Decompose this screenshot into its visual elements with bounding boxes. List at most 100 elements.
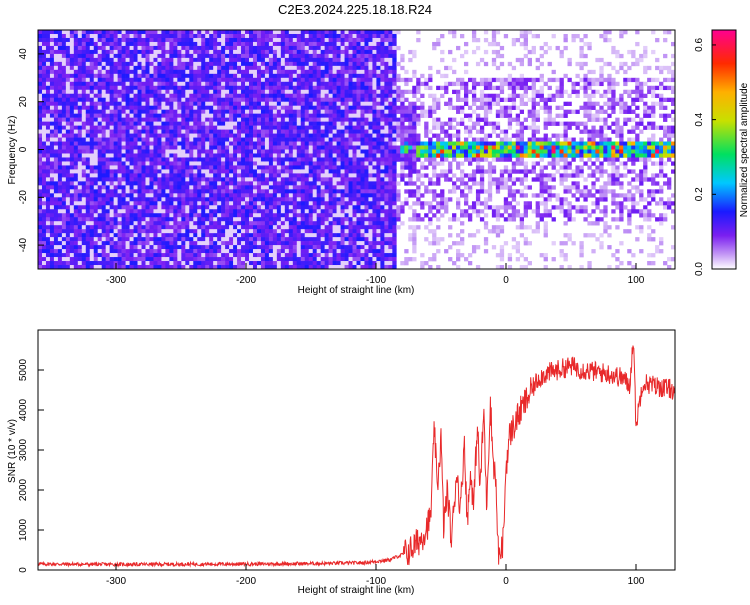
spectrogram-cell [149, 141, 154, 146]
spectrogram-cell [73, 253, 79, 258]
spectrogram-cell [101, 37, 106, 43]
spectrogram-cell [344, 93, 349, 99]
spectrogram-cell [193, 141, 198, 146]
spectrogram-cell [209, 141, 214, 146]
spectrogram-cell [340, 45, 345, 51]
spectrogram-cell [113, 41, 118, 47]
spectrogram-cell [193, 257, 198, 262]
spectrogram-cell [328, 97, 333, 102]
spectrogram-cell [69, 113, 75, 118]
spectrogram-cell [189, 113, 194, 118]
spectrogram-cell [252, 193, 258, 198]
spectrogram-cell [153, 97, 158, 102]
spectrogram-cell [189, 53, 194, 59]
spectrogram-cell [161, 217, 166, 222]
spectrogram-cell [284, 153, 290, 158]
spectrogram-cell [177, 141, 182, 146]
spectrogram-cell [161, 81, 166, 87]
spectrogram-cell [117, 33, 122, 39]
spectrogram-cell [201, 161, 206, 166]
spectrogram-cell [312, 221, 317, 226]
spectrogram-cell [61, 237, 67, 242]
spectrogram-cell [344, 189, 349, 194]
spectrogram-cell [93, 185, 99, 190]
spectrogram-cell [45, 89, 51, 95]
spectrogram-cell [105, 49, 110, 55]
spectrogram-cell [364, 81, 369, 87]
spectrogram-cell [113, 189, 118, 194]
spectrogram-cell [161, 209, 166, 214]
figure-title: C2E3.2024.225.18.18.R24 [278, 2, 432, 17]
spectrogram-cell [344, 241, 349, 246]
spectrogram-cell [312, 85, 317, 91]
spectrogram-cell [197, 93, 202, 99]
spectrogram-cell [38, 145, 43, 150]
spectrogram-cell [61, 129, 67, 134]
spectrogram-cell [161, 77, 166, 83]
spectrogram-cell [312, 257, 317, 262]
spectrogram-cell [81, 30, 87, 35]
spectrogram-cell [324, 109, 329, 114]
spectrogram-cell [173, 197, 178, 202]
spectrogram-cell [69, 137, 75, 142]
spectrogram-cell [292, 61, 298, 67]
spectrogram-cell [328, 121, 333, 126]
spectrogram-cell [292, 217, 298, 222]
spectrogram-cell [137, 133, 142, 138]
spectrogram-cell [157, 201, 162, 206]
spectrogram-cell [137, 201, 142, 206]
spectrogram-cell [153, 221, 158, 226]
spectrogram-cell [328, 93, 333, 99]
spectrogram-cell [205, 257, 210, 262]
spectrogram-cell [201, 245, 206, 250]
spectrogram-cell [272, 241, 278, 246]
spectrogram-cell [173, 265, 178, 270]
spectrogram-cell [241, 101, 246, 106]
spectrogram-cell [272, 213, 278, 218]
spectrogram-cell [276, 49, 282, 55]
spectrogram-cell [129, 101, 134, 106]
spectrogram-cell [97, 129, 102, 134]
spectrogram-cell [209, 185, 214, 190]
spectrogram-cell [348, 169, 353, 174]
spectrogram-cell [57, 245, 63, 250]
spectrogram-cell [320, 245, 325, 250]
spectrogram-cell [165, 57, 170, 63]
spectrogram-cell [145, 225, 150, 230]
spectrogram-cell [288, 117, 294, 122]
spectrogram-cell [185, 177, 190, 182]
spectrogram-cell [292, 93, 298, 99]
spectrogram-cell [185, 121, 190, 126]
spectrogram-cell [109, 145, 114, 150]
spectrogram-cell [229, 257, 234, 262]
spectrogram-cell [85, 101, 91, 106]
spectrogram-cell [49, 137, 55, 142]
spectrogram-cell [109, 253, 114, 258]
spectrogram-cell [161, 109, 166, 114]
spectrogram-cell [312, 237, 317, 242]
spectrogram-cell [312, 209, 317, 214]
spectrogram-cell [348, 197, 353, 202]
spectrogram-cell [324, 253, 329, 258]
spectrogram-cell [300, 185, 306, 190]
spectrogram-cell [300, 181, 306, 186]
spectrogram-cell [105, 69, 110, 75]
spectrogram-cell [185, 137, 190, 142]
spectrogram-cell [197, 61, 202, 67]
spectrogram-cell [185, 45, 190, 51]
spectrogram-cell [149, 209, 154, 214]
spectrogram-cell [320, 229, 325, 234]
spectrogram-cell [288, 145, 294, 150]
spectrogram-cell [209, 225, 214, 230]
spectrogram-cell [229, 205, 234, 210]
spectrogram-cell [101, 189, 106, 194]
spectrogram-cell [300, 129, 306, 134]
spectrogram-cell [245, 173, 250, 178]
spectrogram-cell [73, 205, 79, 210]
spectrogram-cell [213, 105, 218, 110]
spectrogram-cell [53, 157, 59, 162]
spectrogram-cell [340, 257, 345, 262]
spectrogram-cell [225, 109, 230, 114]
spectrogram-cell [241, 37, 246, 43]
spectrogram-cell [356, 45, 361, 51]
